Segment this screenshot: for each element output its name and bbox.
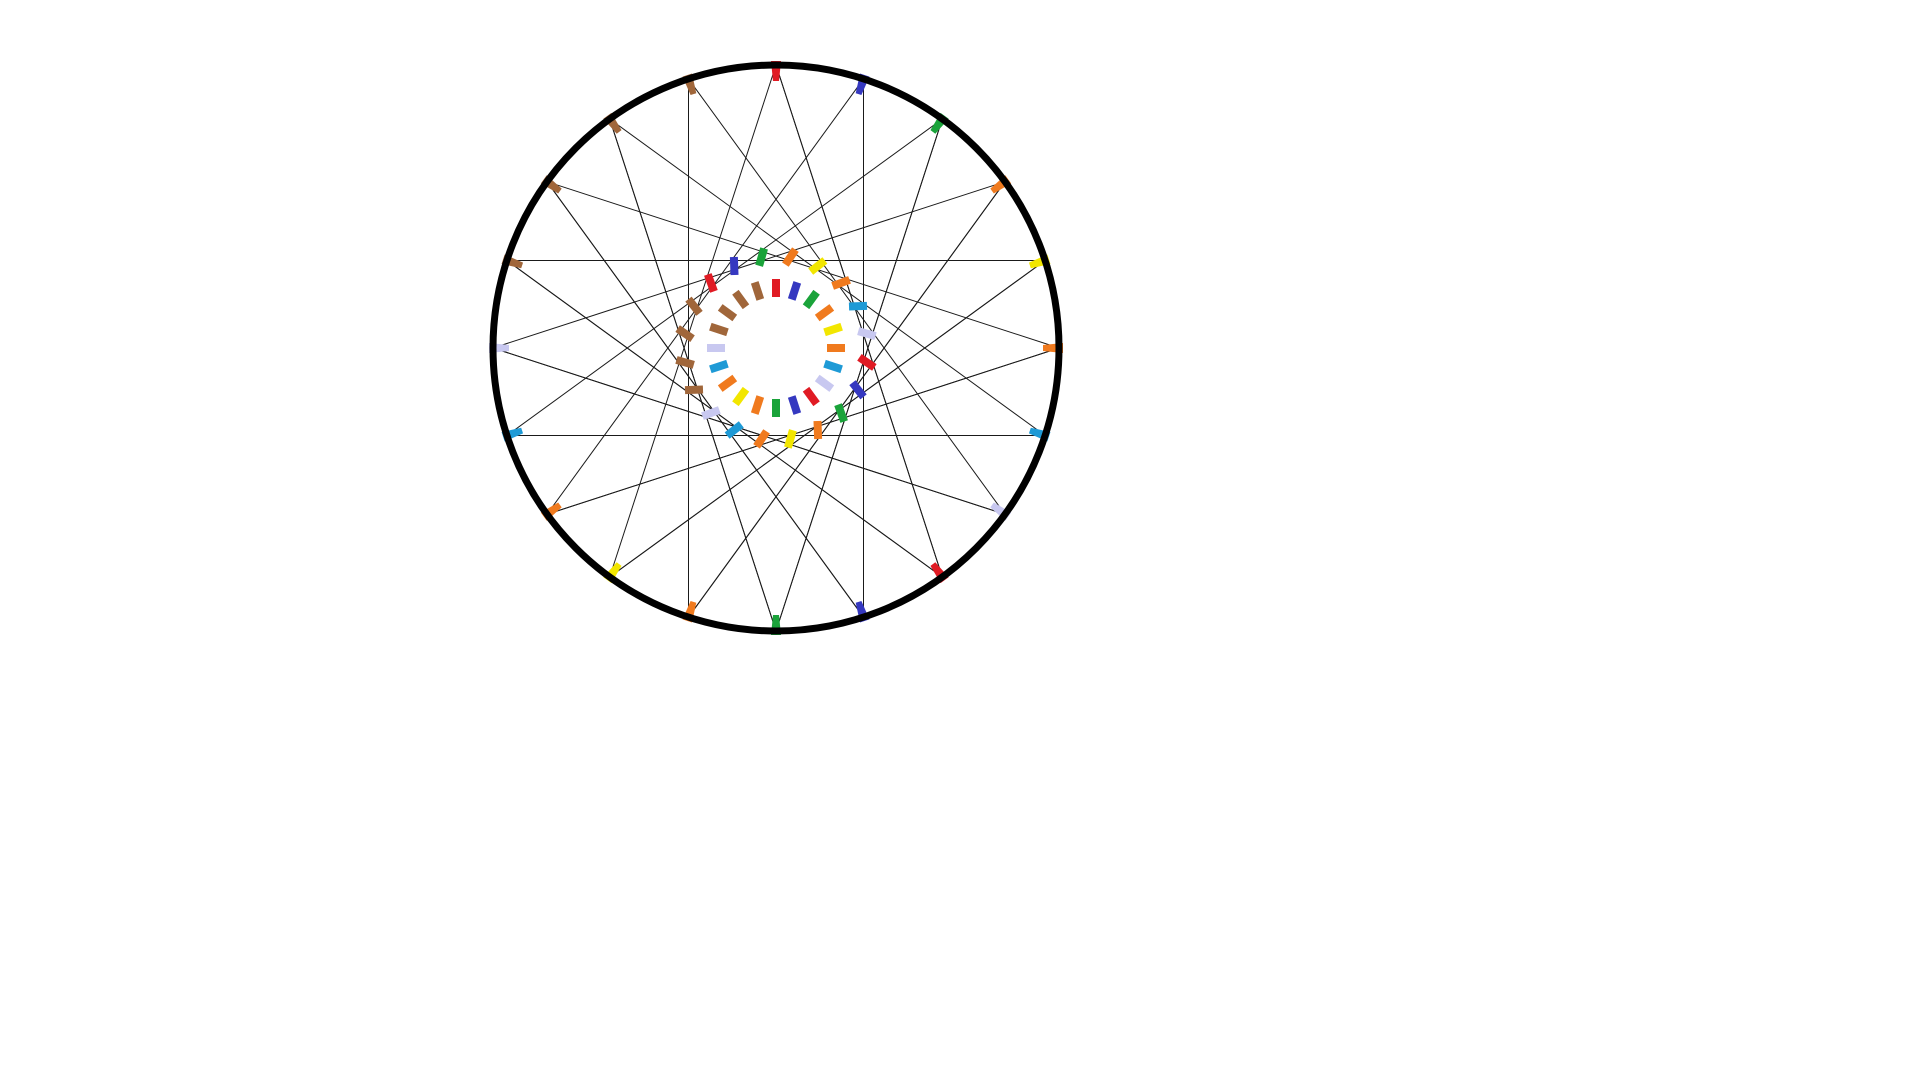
spoke-line	[688, 78, 1006, 515]
hub-marker	[784, 429, 797, 449]
hub-marker	[772, 399, 780, 417]
hub-marker	[750, 395, 765, 415]
hub-marker	[717, 374, 738, 392]
spoke-line	[506, 260, 943, 578]
hub-marker	[772, 279, 780, 297]
hub-marker	[787, 281, 802, 301]
hub-marker	[814, 304, 835, 322]
spoke-line	[492, 181, 1006, 349]
hub-marker	[732, 386, 750, 407]
hub-marker	[849, 380, 867, 400]
spoke-line	[546, 181, 1060, 349]
spoke-line	[546, 181, 864, 618]
hub-marker	[857, 327, 877, 340]
hub-marker	[823, 359, 843, 374]
spoke-line	[546, 347, 1060, 515]
spoke-line	[775, 64, 943, 578]
hub-marker	[827, 344, 845, 352]
hub-marker	[755, 247, 768, 267]
hub-marker	[709, 322, 729, 337]
hub-marker	[823, 322, 843, 337]
hub-marker	[750, 281, 765, 301]
inner-hub-markers	[675, 247, 877, 449]
hub-marker	[709, 359, 729, 374]
spoke-line	[609, 260, 1046, 578]
hub-marker	[753, 429, 770, 449]
spoke-line	[775, 118, 943, 632]
hub-marker	[685, 296, 703, 316]
hub-marker	[831, 276, 851, 290]
hub-marker	[701, 406, 721, 420]
hub-marker	[808, 257, 828, 275]
spoke-line	[492, 347, 1006, 515]
wheel-rim	[489, 61, 1063, 635]
spoke-line	[546, 78, 864, 515]
spoke-line	[609, 64, 777, 578]
hub-marker	[729, 256, 739, 276]
hub-marker	[684, 385, 704, 395]
hub-marker	[802, 386, 820, 407]
spoke-line	[609, 118, 777, 632]
hub-marker	[724, 421, 744, 439]
hub-marker	[704, 273, 718, 293]
spoke-line	[506, 118, 943, 436]
spoke-lines	[492, 64, 1060, 632]
hub-marker	[782, 247, 799, 267]
hub-marker	[857, 354, 877, 371]
hub-marker	[834, 403, 848, 423]
hub-marker	[802, 289, 820, 310]
hub-marker	[787, 395, 802, 415]
hub-marker	[707, 344, 725, 352]
hub-marker	[717, 304, 738, 322]
hub-marker	[675, 325, 695, 342]
hub-marker	[848, 301, 868, 311]
hub-marker	[814, 374, 835, 392]
hub-marker	[732, 289, 750, 310]
hub-marker	[675, 356, 695, 369]
spoke-line	[688, 181, 1006, 618]
spoke-line	[609, 118, 1046, 436]
hub-marker	[813, 420, 823, 440]
